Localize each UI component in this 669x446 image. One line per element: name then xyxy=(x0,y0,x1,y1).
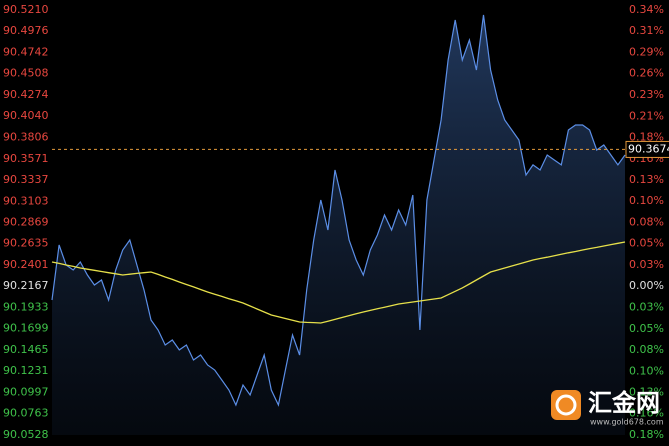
y-tick-label: 90.4508 xyxy=(3,67,49,80)
y-tick-label: 90.0997 xyxy=(3,385,49,398)
y2-tick-label: 0.13% xyxy=(629,173,664,186)
y2-tick-label: 0.26% xyxy=(629,67,664,80)
y2-tick-label: 0.21% xyxy=(629,109,664,122)
logo xyxy=(551,390,581,420)
y2-tick-label: 0.31% xyxy=(629,24,664,37)
y-tick-label: 90.0528 xyxy=(3,428,49,441)
y-tick-label: 90.3571 xyxy=(3,152,49,165)
y-tick-label: 90.3806 xyxy=(3,130,49,143)
y2-tick-label: 0.08% xyxy=(629,216,664,229)
y-tick-label: 90.3103 xyxy=(3,194,49,207)
y2-tick-label: 0.23% xyxy=(629,88,664,101)
average-line xyxy=(51,241,626,324)
y2-tick-label: 0.03% xyxy=(629,300,664,313)
y-tick-label: 90.4040 xyxy=(3,109,49,122)
y2-tick-label: 0.00% xyxy=(629,279,664,292)
y-tick-label: 90.4742 xyxy=(3,45,49,58)
last-price-box xyxy=(625,140,669,158)
y-tick-label: 90.2167 xyxy=(3,279,49,292)
y2-tick-label: 0.08% xyxy=(629,343,664,356)
y2-tick-label: 0.05% xyxy=(629,322,664,335)
y2-tick-label: 0.18% xyxy=(629,130,664,143)
y-tick-label: 90.1465 xyxy=(3,343,49,356)
y-tick-label: 90.1231 xyxy=(3,364,49,377)
watermark-url: www.gold678.com xyxy=(590,418,664,427)
watermark-name: 汇金网 xyxy=(588,389,660,417)
y-tick-label: 90.2635 xyxy=(3,237,49,250)
price-area xyxy=(52,15,625,435)
y2-tick-label: 0.10% xyxy=(629,364,664,377)
y-tick-label: 90.5210 xyxy=(3,3,49,16)
price-line xyxy=(51,14,626,407)
y-tick-label: 90.4976 xyxy=(3,24,49,37)
y-tick-label: 90.1933 xyxy=(3,300,49,313)
y-tick-label: 90.2869 xyxy=(3,216,49,229)
last-price-label: 90.3674 xyxy=(628,142,669,155)
y-tick-label: 90.2401 xyxy=(3,258,49,271)
y2-tick-label: 0.03% xyxy=(629,258,664,271)
y2-tick-label: 0.10% xyxy=(629,194,664,207)
y2-tick-label: 0.16% xyxy=(629,407,664,420)
y-tick-label: 90.4274 xyxy=(3,88,49,101)
y2-tick-label: 0.29% xyxy=(629,46,664,59)
logo-mark xyxy=(555,394,577,416)
y2-tick-label: 0.05% xyxy=(629,237,664,250)
y-tick-label: 90.0763 xyxy=(3,407,49,420)
y2-tick-label: 0.34% xyxy=(629,3,664,16)
y2-tick-label: 0.13% xyxy=(629,385,664,398)
watermark: 汇金网 www.gold678.com xyxy=(551,389,664,427)
y2-tick-label: 0.18% xyxy=(629,428,664,441)
y-tick-label: 90.3337 xyxy=(3,173,49,186)
y-tick-label: 90.1699 xyxy=(3,322,49,335)
